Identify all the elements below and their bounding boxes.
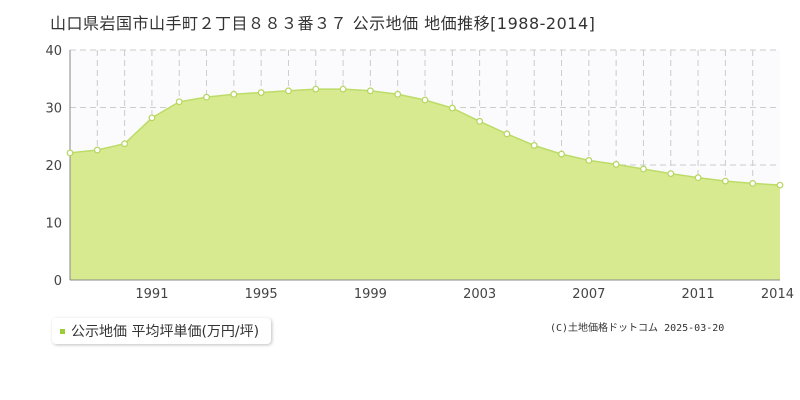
data-point — [366, 87, 374, 95]
data-point — [66, 149, 74, 157]
data-point — [257, 89, 265, 96]
data-point — [558, 150, 565, 158]
data-point — [312, 85, 320, 93]
chart-title: 山口県岩国市山手町２丁目８８３番３７ 公示地価 地価推移[1988-2014] — [50, 14, 596, 33]
data-point — [285, 87, 292, 95]
x-tick-label: 1995 — [245, 287, 278, 302]
legend-marker — [60, 328, 65, 334]
data-point — [530, 142, 538, 149]
legend-label: 公示地価 平均坪単価(万円/坪) — [71, 324, 260, 340]
series-area — [70, 89, 780, 280]
legend: 公示地価 平均坪単価(万円/坪) — [52, 318, 272, 344]
y-tick-label: 10 — [45, 217, 62, 232]
data-point — [394, 90, 402, 98]
x-tick-label: 2014 — [761, 287, 794, 302]
data-point — [148, 114, 156, 122]
data-point — [175, 98, 183, 106]
data-point — [612, 161, 620, 168]
x-tick-label: 2003 — [463, 287, 496, 302]
x-tick-label: 2007 — [572, 287, 605, 302]
data-point — [667, 170, 675, 178]
copyright-text: (C)土地価格ドットコム 2025-03-20 — [550, 323, 725, 334]
x-tick-label: 2011 — [682, 287, 715, 302]
data-point — [776, 181, 784, 189]
data-point — [640, 165, 647, 173]
data-point — [749, 179, 757, 187]
data-point — [476, 117, 484, 125]
x-tick-label: 1999 — [354, 287, 387, 302]
data-point — [585, 156, 593, 164]
y-tick-label: 30 — [45, 102, 62, 117]
y-tick-label: 0 — [54, 274, 62, 289]
data-point — [721, 177, 729, 185]
data-point — [503, 130, 511, 138]
data-point — [339, 85, 347, 93]
data-point — [93, 146, 101, 154]
data-point — [694, 174, 702, 182]
data-point — [421, 96, 429, 104]
y-tick-label: 20 — [45, 159, 62, 174]
y-tick-label: 40 — [45, 44, 62, 59]
x-tick-label: 1991 — [135, 287, 168, 302]
data-point — [121, 140, 129, 148]
data-point — [448, 104, 456, 112]
data-point — [203, 93, 210, 101]
data-point — [230, 90, 238, 98]
